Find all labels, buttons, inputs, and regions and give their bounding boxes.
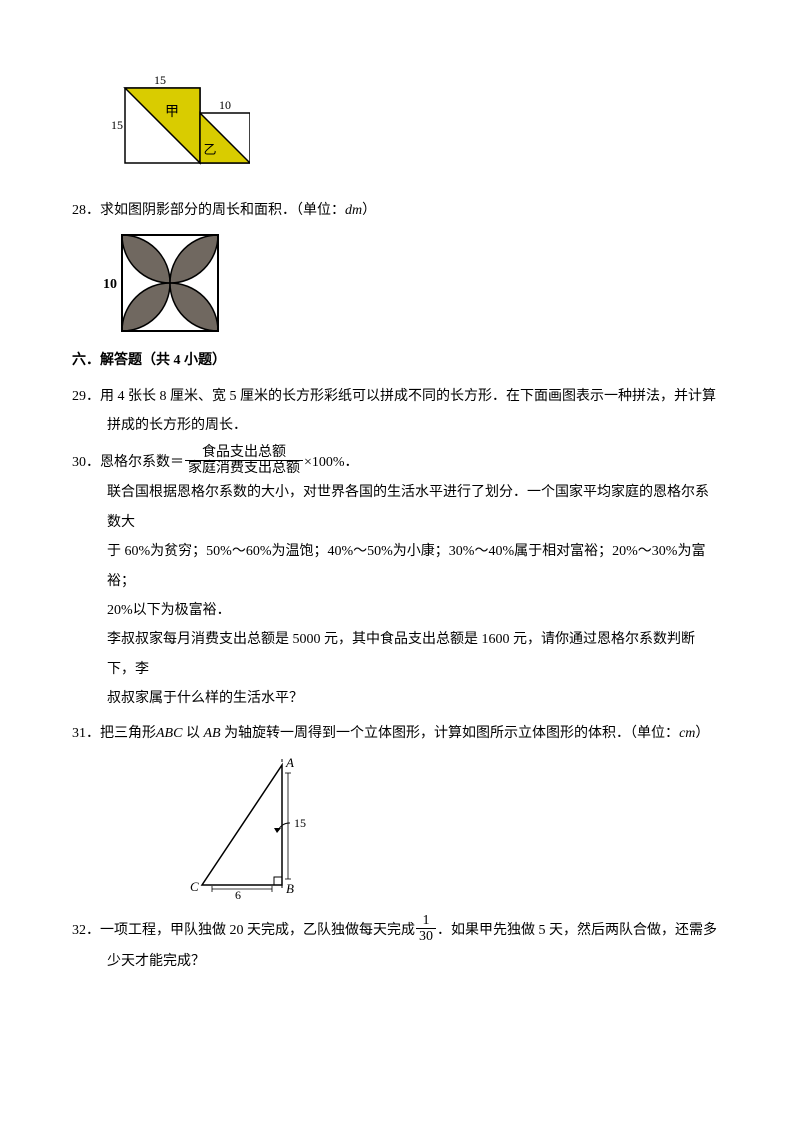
q28-text: 求如图阴影部分的周长和面积．（单位： bbox=[100, 203, 345, 218]
q29-l1: 用 4 张长 8 厘米、宽 5 厘米的长方形彩纸可以拼成不同的长方形．在下面画图… bbox=[100, 389, 716, 404]
fig31-A: A bbox=[285, 755, 294, 770]
fig31-B: B bbox=[286, 881, 294, 896]
q31-t3: 为轴旋转一周得到一个立体图形，计算如图所示立体图形的体积．（单位： bbox=[221, 726, 680, 741]
question-28: 28．求如图阴影部分的周长和面积．（单位：dm） bbox=[72, 196, 721, 225]
q30-num: 30． bbox=[72, 455, 100, 470]
q31-num: 31． bbox=[72, 726, 100, 741]
fig31-C: C bbox=[190, 879, 199, 894]
fig27-top-10: 10 bbox=[219, 98, 231, 112]
section-6-title: 六．解答题（共 4 小题） bbox=[72, 346, 721, 375]
q30-tail: ×100%． bbox=[304, 455, 359, 470]
fig-q27-squares: 15 15 10 10 甲 乙 bbox=[100, 76, 721, 186]
q30-p3: 20%以下为极富裕． bbox=[72, 596, 721, 625]
q31-ab: AB bbox=[203, 726, 220, 741]
q29-l2: 拼成的长方形的周长． bbox=[72, 411, 721, 440]
q28-tail: ） bbox=[362, 203, 376, 218]
q30-lead: 恩格尔系数＝ bbox=[100, 455, 184, 470]
q30-p5: 叔叔家属于什么样的生活水平？ bbox=[72, 684, 721, 713]
q30-frac: 食品支出总额家庭消费支出总额 bbox=[185, 445, 303, 477]
q28-num: 28． bbox=[72, 203, 100, 218]
q30-p4: 李叔叔家每月消费支出总额是 5000 元，其中食品支出总额是 1600 元，请你… bbox=[72, 625, 721, 684]
question-31: 31．把三角形ABC 以 AB 为轴旋转一周得到一个立体图形，计算如图所示立体图… bbox=[72, 719, 721, 748]
fig-q31-triangle: A B C 15 6 bbox=[182, 755, 721, 905]
q31-t1: 把三角形 bbox=[100, 726, 156, 741]
q31-abc: ABC bbox=[156, 726, 182, 741]
q32-t1: 一项工程，甲队独做 20 天完成，乙队独做每天完成 bbox=[100, 923, 415, 938]
q32-frac: 130 bbox=[416, 913, 436, 945]
question-32: 32．一项工程，甲队独做 20 天完成，乙队独做每天完成130．如果甲先独做 5… bbox=[72, 915, 721, 976]
fig31-b: 6 bbox=[235, 888, 241, 902]
q32-num: 32． bbox=[72, 923, 100, 938]
fig31-h: 15 bbox=[294, 816, 306, 830]
fig28-side: 10 bbox=[103, 277, 117, 292]
fig27-left-15: 15 bbox=[111, 118, 123, 132]
fig27-label-a: 甲 bbox=[165, 105, 179, 120]
q31-tail: ） bbox=[695, 726, 709, 741]
q30-p2: 于 60%为贫穷；50%～60%为温饱；40%～50%为小康；30%～40%属于… bbox=[72, 537, 721, 596]
q32-t2: ．如果甲先独做 5 天，然后两队合做，还需多 bbox=[437, 923, 717, 938]
question-30: 30．恩格尔系数＝食品支出总额家庭消费支出总额×100%． 联合国根据恩格尔系数… bbox=[72, 447, 721, 714]
q29-num: 29． bbox=[72, 389, 100, 404]
fig-q28-petals: 10 bbox=[100, 231, 721, 336]
fig27-top-15: 15 bbox=[154, 76, 166, 87]
q28-unit: dm bbox=[345, 203, 362, 218]
question-29: 29．用 4 张长 8 厘米、宽 5 厘米的长方形彩纸可以拼成不同的长方形．在下… bbox=[72, 382, 721, 441]
fig27-label-b: 乙 bbox=[203, 142, 216, 157]
q32-t3: 少天才能完成？ bbox=[72, 947, 721, 976]
q31-unit: cm bbox=[679, 726, 695, 741]
q31-t2: 以 bbox=[182, 726, 203, 741]
q30-p1: 联合国根据恩格尔系数的大小，对世界各国的生活水平进行了划分．一个国家平均家庭的恩… bbox=[72, 478, 721, 537]
